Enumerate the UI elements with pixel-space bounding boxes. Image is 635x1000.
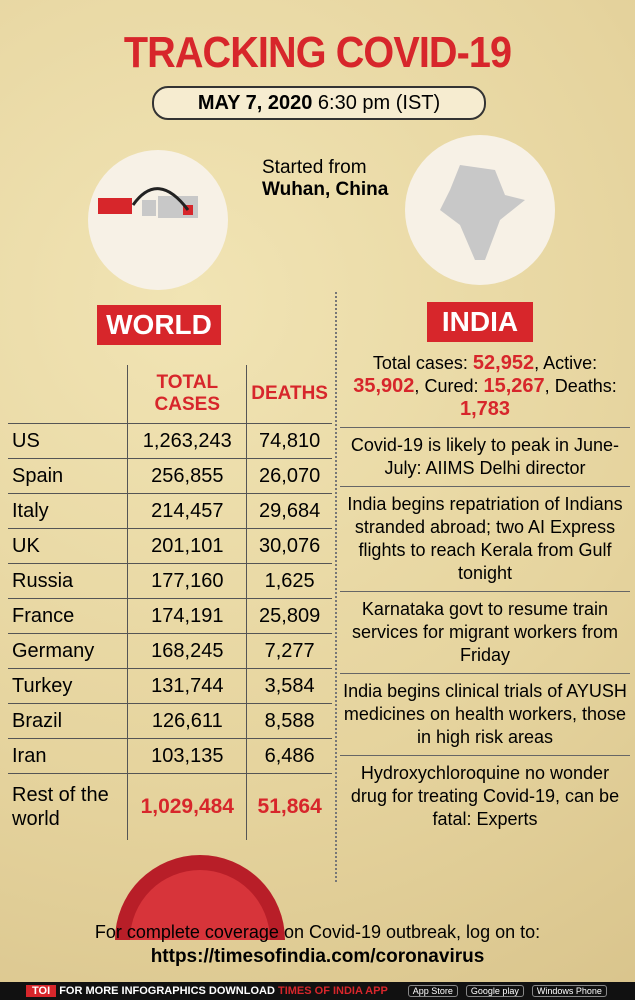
cell-value: 131,744 xyxy=(127,668,248,704)
cell-value: 126,611 xyxy=(127,703,248,739)
brand: TOI xyxy=(26,985,57,997)
country: UK xyxy=(8,528,128,564)
news-item: Karnataka govt to resume train services … xyxy=(340,591,630,673)
cell-value: 25,809 xyxy=(246,598,332,634)
cell-value: 1,029,484 xyxy=(127,773,248,840)
column-header: TOTAL CASES xyxy=(127,365,248,424)
stat-suffix: , xyxy=(544,376,550,396)
stat-suffix: , xyxy=(534,353,540,373)
cell-value: 256,855 xyxy=(127,458,248,494)
country: Spain xyxy=(8,458,128,494)
stat: Deaths: 1,783 xyxy=(459,376,617,420)
stat-label: Active: xyxy=(543,353,598,373)
rest-row: Rest of the world 1,029,484 51,864 xyxy=(8,773,332,840)
country: Brazil xyxy=(8,703,128,739)
cell-value: 1,263,243 xyxy=(127,423,248,459)
cell-value: 26,070 xyxy=(246,458,332,494)
india-label: INDIA xyxy=(427,302,533,342)
country: Russia xyxy=(8,563,128,599)
stat-label: Total cases: xyxy=(372,353,468,373)
origin-note: Started from Wuhan, China xyxy=(262,157,388,201)
news-item: India begins clinical trials of AYUSH me… xyxy=(340,673,630,755)
cell-value: 30,076 xyxy=(246,528,332,564)
cell-value: 74,810 xyxy=(246,423,332,459)
header-row: TOTAL CASES DEATHS xyxy=(8,365,332,424)
cell-value: 8,588 xyxy=(246,703,332,739)
stat: Active: 35,902, xyxy=(353,353,598,397)
cell-value: 51,864 xyxy=(246,773,332,840)
footer-text: For complete coverage on Covid-19 outbre… xyxy=(94,922,541,942)
table-row: US 1,263,243 74,810 xyxy=(8,423,332,459)
date-pill: MAY 7, 2020 6:30 pm (IST) xyxy=(152,86,486,120)
india-stats: Total cases: 52,952, Active: 35,902, Cur… xyxy=(340,352,630,427)
table-row: Turkey 131,744 3,584 xyxy=(8,668,332,704)
store-badge[interactable]: Windows Phone xyxy=(531,985,607,997)
table-row: Iran 103,135 6,486 xyxy=(8,738,332,774)
stat-value: 35,902 xyxy=(353,375,415,397)
stat-label: Deaths: xyxy=(554,376,617,396)
table-row: UK 201,101 30,076 xyxy=(8,528,332,564)
cell-value: 103,135 xyxy=(127,738,248,774)
store-badge[interactable]: App Store xyxy=(407,985,458,997)
table-row: Germany 168,245 7,277 xyxy=(8,633,332,669)
india-map xyxy=(405,135,555,285)
world-label: WORLD xyxy=(97,305,221,345)
time: 6:30 pm (IST) xyxy=(317,92,441,114)
stat-value: 15,267 xyxy=(483,375,545,397)
virus-art xyxy=(115,855,285,940)
india-panel: Total cases: 52,952, Active: 35,902, Cur… xyxy=(340,352,630,837)
cell-value: 7,277 xyxy=(246,633,332,669)
cell-value: 214,457 xyxy=(127,493,248,529)
table-row: Italy 214,457 29,684 xyxy=(8,493,332,529)
country: Germany xyxy=(8,633,128,669)
table-row: Russia 177,160 1,625 xyxy=(8,563,332,599)
table-row: Brazil 126,611 8,588 xyxy=(8,703,332,739)
stat-value: 52,952 xyxy=(472,352,535,374)
news-item: Covid-19 is likely to peak in June-July:… xyxy=(340,427,630,486)
bar-text: FOR MORE INFOGRAPHICS DOWNLOAD xyxy=(59,985,275,997)
cell-value: 174,191 xyxy=(127,598,248,634)
date: MAY 7, 2020 xyxy=(197,92,313,114)
world-map xyxy=(88,150,228,290)
store-badge[interactable]: Google play xyxy=(465,985,524,997)
country: Italy xyxy=(8,493,128,529)
bar-app: TIMES OF INDIA APP xyxy=(277,985,388,997)
footer-url[interactable]: https://timesofindia.com/coronavirus xyxy=(150,946,485,967)
news-item: Hydroxychloroquine no wonder drug for tr… xyxy=(340,755,630,837)
cell-value: 177,160 xyxy=(127,563,248,599)
cell-value: 201,101 xyxy=(127,528,248,564)
country: France xyxy=(8,598,128,634)
stat: Cured: 15,267, xyxy=(424,375,554,397)
country: Turkey xyxy=(8,668,128,704)
news-item: India begins repatriation of Indians str… xyxy=(340,486,630,591)
stat-value: 1,783 xyxy=(459,398,511,420)
origin-line2: Wuhan, China xyxy=(262,179,389,200)
title: TRACKING COVID-19 xyxy=(123,28,512,77)
cell-value: 1,625 xyxy=(246,563,332,599)
news-list: Covid-19 is likely to peak in June-July:… xyxy=(340,427,630,837)
cell-value: 29,684 xyxy=(246,493,332,529)
stat: Total cases: 52,952, xyxy=(372,352,543,374)
country: Rest of the world xyxy=(8,773,128,840)
country: Iran xyxy=(8,738,128,774)
india-map-art xyxy=(440,165,525,260)
country: US xyxy=(8,423,128,459)
world-map-art xyxy=(98,187,198,218)
bottom-bar: TOI FOR MORE INFOGRAPHICS DOWNLOAD TIMES… xyxy=(0,982,635,1000)
cell-value: 6,486 xyxy=(246,738,332,774)
origin-line1: Started from xyxy=(262,157,367,178)
table-row: France 174,191 25,809 xyxy=(8,598,332,634)
stat-label: Cured: xyxy=(424,376,479,396)
column-header: DEATHS xyxy=(251,383,328,404)
cell-value: 3,584 xyxy=(246,668,332,704)
divider xyxy=(335,292,337,882)
world-table: TOTAL CASES DEATHS US 1,263,243 74,810 Spain 2… xyxy=(8,365,332,840)
stat-suffix: , xyxy=(414,376,420,396)
cell-value: 168,245 xyxy=(127,633,248,669)
table-row: Spain 256,855 26,070 xyxy=(8,458,332,494)
